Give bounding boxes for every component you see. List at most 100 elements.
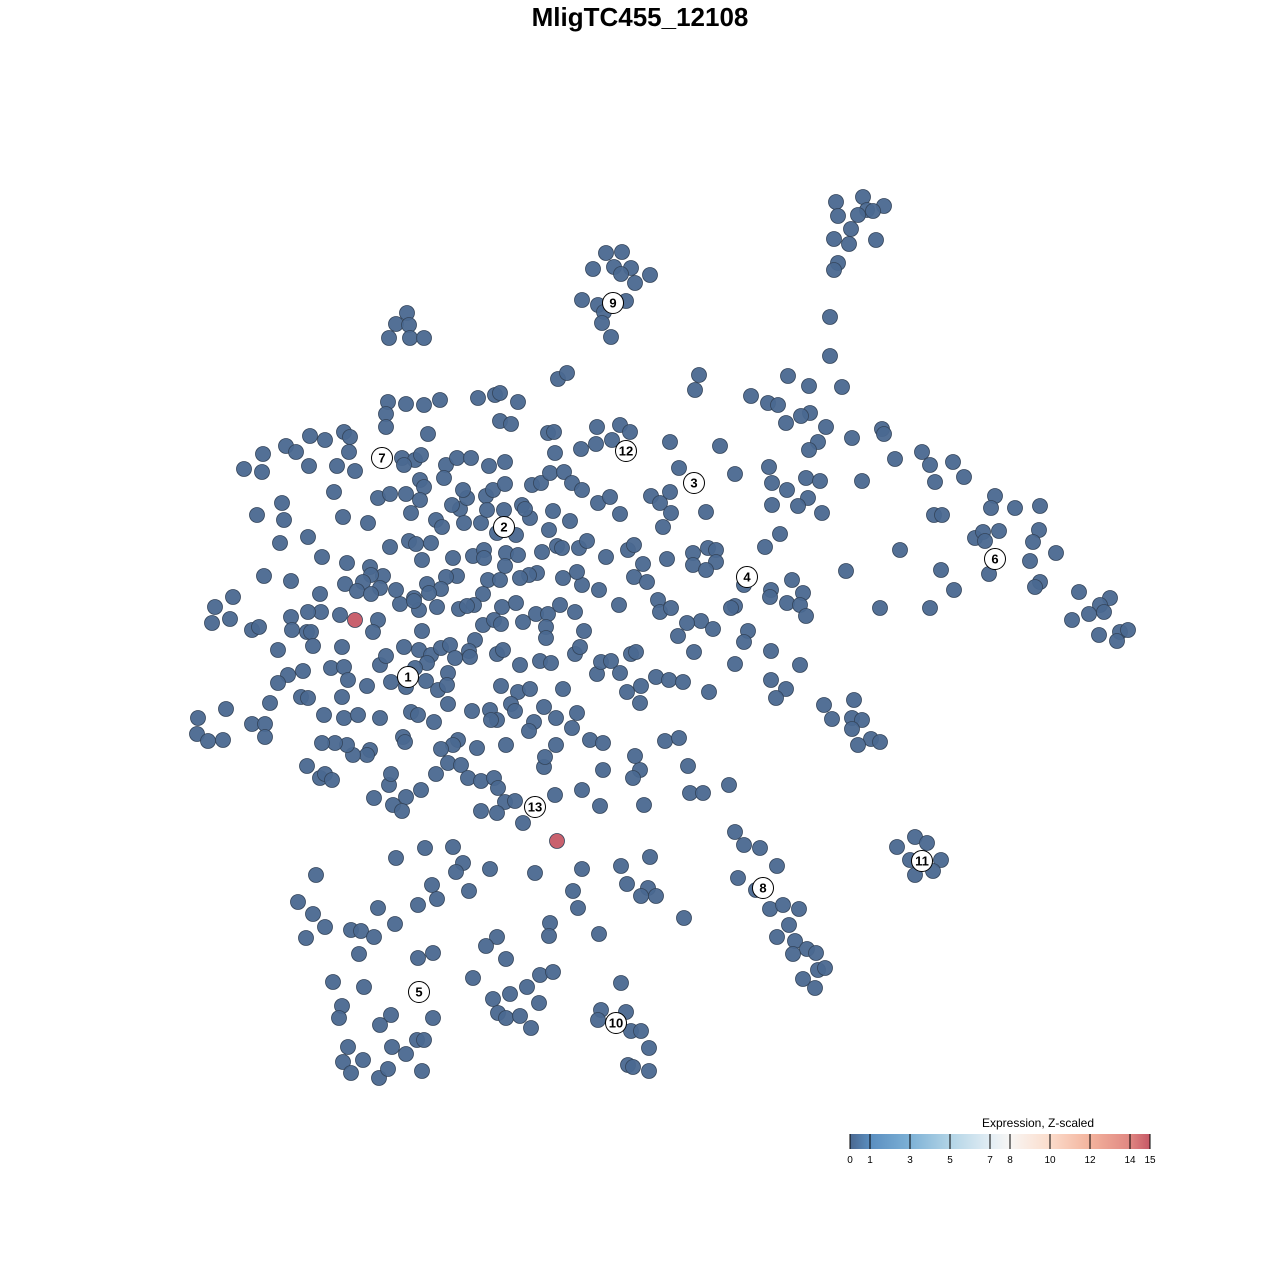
- data-point: [448, 864, 464, 880]
- data-point: [225, 589, 241, 605]
- data-point: [642, 267, 658, 283]
- data-point: [521, 723, 537, 739]
- data-point: [300, 690, 316, 706]
- data-point: [769, 858, 785, 874]
- data-point: [493, 616, 509, 632]
- data-point: [612, 665, 628, 681]
- data-point: [308, 867, 324, 883]
- data-point: [781, 917, 797, 933]
- data-point: [303, 624, 319, 640]
- data-point: [455, 482, 471, 498]
- data-point: [574, 782, 590, 798]
- data-point: [461, 883, 477, 899]
- data-point: [473, 515, 489, 531]
- data-point: [687, 382, 703, 398]
- data-point: [378, 419, 394, 435]
- data-point: [483, 712, 499, 728]
- data-point: [492, 572, 508, 588]
- data-point: [305, 638, 321, 654]
- data-point: [473, 803, 489, 819]
- data-point: [512, 1008, 528, 1024]
- data-point: [826, 231, 842, 247]
- data-point: [627, 275, 643, 291]
- data-point: [360, 515, 376, 531]
- data-point: [548, 737, 564, 753]
- data-point: [648, 669, 664, 685]
- data-point: [764, 497, 780, 513]
- data-point: [503, 416, 519, 432]
- data-point: [983, 500, 999, 516]
- data-point: [426, 714, 442, 730]
- data-point: [846, 692, 862, 708]
- data-point: [272, 535, 288, 551]
- data-point: [396, 639, 412, 655]
- data-point: [854, 712, 870, 728]
- data-point: [611, 597, 627, 613]
- legend-tick-label: 3: [907, 1155, 913, 1166]
- data-point: [444, 497, 460, 513]
- data-point: [698, 504, 714, 520]
- data-point: [691, 367, 707, 383]
- data-point: [522, 681, 538, 697]
- legend-tick-label: 1: [867, 1155, 873, 1166]
- data-point: [284, 622, 300, 638]
- data-point: [336, 710, 352, 726]
- data-point: [312, 586, 328, 602]
- data-point: [447, 650, 463, 666]
- data-point: [817, 960, 833, 976]
- data-point: [481, 458, 497, 474]
- data-point: [798, 608, 814, 624]
- data-point: [449, 450, 465, 466]
- data-point: [541, 522, 557, 538]
- data-point: [492, 385, 508, 401]
- data-point: [324, 772, 340, 788]
- data-point: [414, 1063, 430, 1079]
- data-point: [679, 615, 695, 631]
- data-point: [769, 929, 785, 945]
- data-point: [633, 888, 649, 904]
- data-point: [433, 741, 449, 757]
- data-point: [412, 492, 428, 508]
- data-point: [736, 634, 752, 650]
- data-point: [818, 419, 834, 435]
- data-point: [254, 464, 270, 480]
- data-point: [366, 929, 382, 945]
- data-point: [495, 642, 511, 658]
- legend-title: Expression, Z-scaled: [982, 1116, 1094, 1130]
- data-point: [727, 656, 743, 672]
- data-point: [671, 460, 687, 476]
- data-point: [798, 470, 814, 486]
- data-point: [398, 486, 414, 502]
- data-point: [218, 701, 234, 717]
- data-point: [573, 441, 589, 457]
- data-point: [657, 733, 673, 749]
- data-point: [410, 950, 426, 966]
- data-point: [494, 599, 510, 615]
- data-point: [343, 1065, 359, 1081]
- data-point: [662, 484, 678, 500]
- data-point: [351, 946, 367, 962]
- data-point: [887, 451, 903, 467]
- data-point: [542, 465, 558, 481]
- data-point: [795, 971, 811, 987]
- data-point: [436, 470, 452, 486]
- data-point: [429, 891, 445, 907]
- data-point: [807, 980, 823, 996]
- data-point: [778, 681, 794, 697]
- data-point: [663, 505, 679, 521]
- data-point: [841, 236, 857, 252]
- cluster-label-text: 10: [609, 1016, 623, 1031]
- data-point: [331, 1010, 347, 1026]
- data-point: [814, 505, 830, 521]
- data-point: [1096, 604, 1112, 620]
- data-point: [598, 549, 614, 565]
- data-point: [387, 916, 403, 932]
- data-point: [497, 558, 513, 574]
- data-point: [366, 790, 382, 806]
- data-point: [274, 495, 290, 511]
- data-point: [490, 780, 506, 796]
- data-point: [790, 498, 806, 514]
- data-point: [701, 684, 717, 700]
- data-point: [288, 444, 304, 460]
- data-point: [914, 444, 930, 460]
